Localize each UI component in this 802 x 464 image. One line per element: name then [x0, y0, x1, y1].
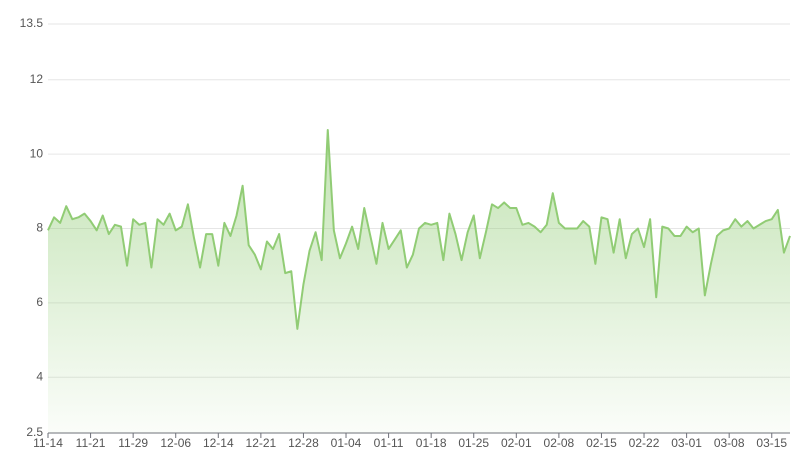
y-tick-label: 12: [30, 72, 44, 86]
x-tick-label: 12-21: [246, 436, 277, 450]
series-line: [47, 128, 791, 330]
x-tick-label: 01-18: [416, 436, 447, 450]
x-tick-label: 01-25: [458, 436, 489, 450]
x-tick-label: 03-01: [671, 436, 702, 450]
y-tick-label: 10: [30, 146, 44, 160]
area-fill: [48, 129, 790, 433]
y-tick-label: 13.5: [20, 16, 44, 30]
x-tick-label: 02-08: [544, 436, 575, 450]
x-tick-label: 02-15: [586, 436, 617, 450]
x-tick-label: 02-01: [501, 436, 532, 450]
y-tick-label: 8: [36, 221, 43, 235]
y-tick-label: 4: [36, 369, 43, 383]
x-tick-label: 11-14: [33, 436, 63, 450]
y-tick-label: 2.5: [26, 425, 43, 439]
x-tick-label: 12-14: [203, 436, 234, 450]
x-tick-label: 12-28: [288, 436, 319, 450]
x-tick-label: 03-08: [714, 436, 745, 450]
x-tick-label: 01-04: [331, 436, 362, 450]
x-tick-label: 01-11: [374, 436, 404, 450]
y-tick-label: 6: [36, 295, 43, 309]
x-tick-label: 12-06: [160, 436, 191, 450]
x-tick-label: 02-22: [629, 436, 660, 450]
x-tick-label: 03-15: [756, 436, 787, 450]
x-tick-label: 11-29: [118, 436, 148, 450]
x-tick-label: 11-21: [76, 436, 106, 450]
